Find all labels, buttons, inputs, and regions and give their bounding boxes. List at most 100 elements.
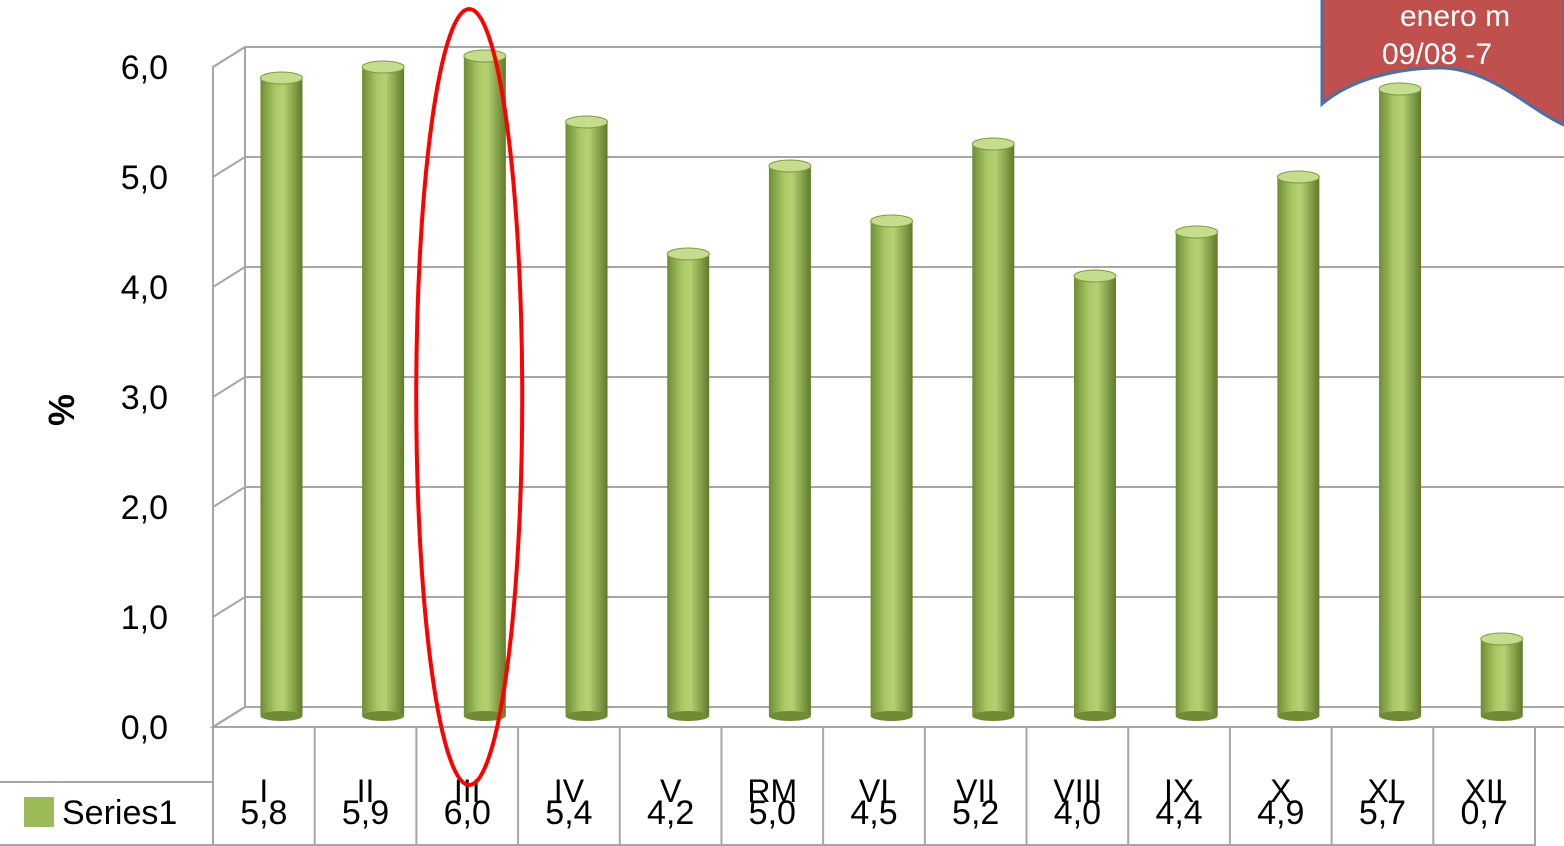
category-label: IV	[554, 773, 585, 809]
callout-line-1: enero m	[1400, 0, 1510, 33]
bar-base	[870, 711, 913, 721]
gridline	[212, 596, 1564, 618]
gridline	[212, 376, 1564, 398]
bar-top	[1073, 269, 1117, 283]
bar-top	[1276, 170, 1320, 184]
bar-base	[1175, 711, 1218, 721]
bar	[259, 71, 303, 721]
bar-base	[565, 711, 608, 721]
bar-top	[768, 159, 812, 173]
gridline	[212, 706, 1564, 728]
value-label: 5,9	[342, 794, 389, 832]
bar-body	[565, 122, 608, 716]
y-tick-label: 3,0	[121, 379, 168, 417]
bar-base	[1277, 711, 1320, 721]
bar-top	[1480, 632, 1524, 646]
bar-base	[1073, 711, 1116, 721]
callout-shape	[1320, 0, 1564, 127]
value-label: 4,5	[850, 794, 897, 832]
bar-body	[1175, 232, 1218, 716]
legend-label: Series1	[62, 794, 177, 832]
gridline	[212, 46, 1564, 68]
category-label: VIII	[1053, 773, 1101, 809]
bar-body	[463, 56, 506, 716]
bar-body	[362, 67, 405, 716]
highlight-ellipse	[414, 7, 525, 787]
bar-base	[260, 711, 303, 721]
category-label: X	[1270, 773, 1291, 809]
y-tick-label: 2,0	[121, 489, 168, 527]
bar	[1378, 82, 1422, 721]
value-label: 5,7	[1359, 794, 1406, 832]
category-label: II	[357, 773, 375, 809]
bar-base	[362, 711, 405, 721]
bar	[463, 49, 507, 721]
value-label: 5,4	[545, 794, 592, 832]
value-label: 5,2	[952, 794, 999, 832]
bar	[666, 247, 710, 721]
category-label: RM	[747, 773, 797, 809]
bar-top	[463, 49, 507, 63]
bar-base	[972, 711, 1015, 721]
bar-top	[259, 71, 303, 85]
bar-base	[768, 711, 811, 721]
bar-top	[361, 60, 405, 74]
bar-body	[972, 144, 1015, 716]
gridline	[212, 156, 1564, 178]
category-label: VII	[956, 773, 995, 809]
bar	[565, 115, 609, 721]
bar-body	[667, 254, 710, 716]
y-tick-label: 5,0	[121, 159, 168, 197]
bar-base	[667, 711, 710, 721]
callout-line-2: 09/08 -7	[1382, 38, 1492, 71]
bar-top	[971, 137, 1015, 151]
bar	[1073, 269, 1117, 721]
bar-body	[870, 221, 913, 716]
value-label: 4,9	[1257, 794, 1304, 832]
gridline	[212, 266, 1564, 288]
bar-body	[260, 78, 303, 716]
legend-swatch	[24, 797, 54, 827]
category-label: VI	[859, 773, 889, 809]
bar-top	[1175, 225, 1219, 239]
bar	[971, 137, 1015, 721]
bar-top	[870, 214, 914, 228]
bar	[870, 214, 914, 721]
bar-top	[1378, 82, 1422, 96]
y-tick-label: 4,0	[121, 269, 168, 307]
value-label: 5,0	[749, 794, 796, 832]
bar-base	[463, 711, 506, 721]
bar-body	[1379, 89, 1422, 716]
y-tick-label: 1,0	[121, 599, 168, 637]
y-tick-label: 0,0	[121, 709, 168, 747]
bar	[768, 159, 812, 721]
bar	[1175, 225, 1219, 721]
value-label: 5,8	[240, 794, 287, 832]
bar	[1276, 170, 1320, 721]
value-label: 4,4	[1155, 794, 1202, 832]
value-label: 0,7	[1461, 794, 1508, 832]
y-tick-label: 6,0	[121, 49, 168, 87]
bar-body	[1480, 639, 1523, 716]
callout-banner: enero m 09/08 -7	[1320, 0, 1564, 127]
value-label: 6,0	[444, 794, 491, 832]
value-label: 4,2	[647, 794, 694, 832]
bar-top	[666, 247, 710, 261]
gridline	[212, 486, 1564, 508]
category-label: V	[660, 773, 682, 809]
highlight-ring	[414, 7, 525, 787]
bar	[1480, 632, 1524, 721]
category-label: XII	[1465, 773, 1504, 809]
bar-top	[565, 115, 609, 129]
bar	[361, 60, 405, 721]
gridlines	[212, 46, 1564, 728]
category-label: XI	[1367, 773, 1397, 809]
bar-body	[768, 166, 811, 716]
bar-base	[1379, 711, 1422, 721]
y-axis: 0,0 1,0 2,0 3,0 4,0 5,0 6,0	[121, 49, 168, 747]
bar-base	[1480, 711, 1523, 721]
category-label: I	[259, 773, 268, 809]
y-axis-label: %	[41, 394, 82, 426]
data-table: Series1I5,8II5,9III6,0IV5,4V4,2RM5,0VI4,…	[0, 726, 1536, 846]
